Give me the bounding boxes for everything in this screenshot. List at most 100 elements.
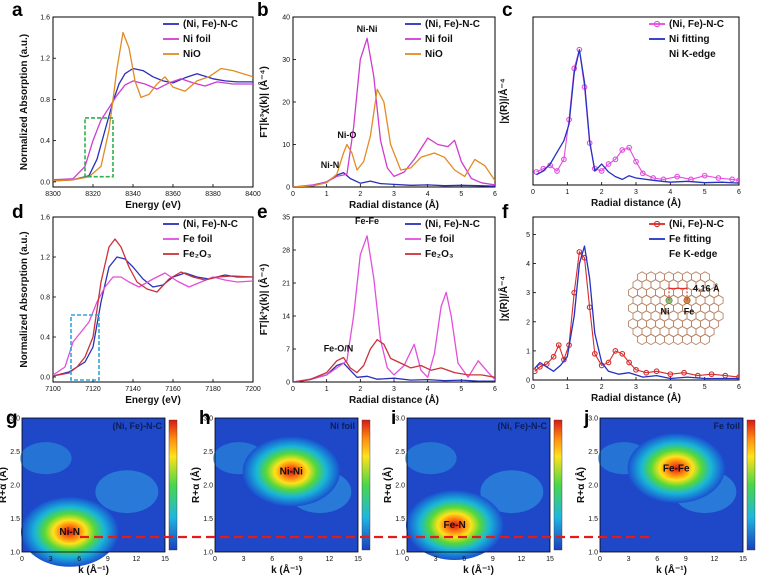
- colorbar: [553, 419, 563, 551]
- panel-letter-b: b: [257, 0, 269, 21]
- legend-label: (Ni, Fe)-N-C: [183, 219, 238, 230]
- colorbar: [361, 419, 371, 551]
- panel-d: d 7100 7120 7140 7160 7180 7200 0.0 0.4 0.8 1.2 1.6…: [12, 202, 261, 406]
- y-tick-label: 30: [282, 57, 290, 64]
- y-tick-label: 3.0: [10, 416, 20, 423]
- x-tick-label: 12: [711, 556, 719, 563]
- y-tick-label: 1.0: [203, 550, 213, 557]
- data-point: [640, 170, 646, 177]
- y-tick-label: 2.0: [395, 483, 405, 490]
- plot-frame: [599, 417, 744, 553]
- y-tick-label: 1.0: [588, 550, 598, 557]
- y-tick-label: 1.5: [10, 516, 20, 523]
- legend-label: Ni foil: [183, 34, 211, 45]
- graphene-ring: [655, 333, 665, 346]
- data-point: [701, 172, 708, 179]
- colorbar: [168, 419, 178, 551]
- panel-h: h Ni-Ni Ni foil 0 3 6 9 12 15 1.0 1.5 2.0 2.5 3.0 k (Å…: [189, 408, 371, 576]
- panel-letter-c: c: [502, 0, 513, 21]
- series-line-2: [293, 338, 495, 382]
- x-tick-label: 5: [703, 189, 707, 196]
- x-tick-label: 1: [565, 384, 569, 391]
- x-tick-label: 3: [392, 386, 396, 393]
- y-axis-label: Normalized Absorption (a.u.): [19, 34, 30, 170]
- x-tick-label: 15: [354, 556, 362, 563]
- data-point: [626, 144, 632, 151]
- y-tick-label: 10: [282, 142, 290, 149]
- x-tick-label: 7100: [45, 386, 61, 393]
- x-tick-label: 7160: [165, 386, 181, 393]
- heat-peak: [21, 497, 119, 567]
- heat-peak: [406, 490, 504, 561]
- peak-label: Fe-N: [444, 520, 466, 531]
- x-tick-label: 8300: [45, 191, 61, 198]
- y-tick-label: 2.0: [588, 483, 598, 490]
- data-point: [674, 173, 681, 180]
- graphene-ring: [637, 333, 647, 346]
- graphene-ring: [691, 333, 701, 346]
- data-point: [554, 168, 560, 174]
- y-tick-label: 0.4: [40, 138, 50, 145]
- y-tick-label: 28: [282, 248, 290, 255]
- legend-label: Fe foil: [425, 234, 455, 245]
- plot-frame: [406, 417, 551, 553]
- y-tick-label: 1.5: [395, 516, 405, 523]
- y-tick-label: 0: [286, 380, 290, 387]
- legend-label: Fe₂O₃: [425, 249, 454, 260]
- series-line-2: [293, 88, 495, 187]
- x-tick-label: 15: [161, 556, 169, 563]
- x-tick-label: 8380: [205, 191, 221, 198]
- y-axis-label: Normalized Absorption (a.u.): [19, 231, 30, 367]
- legend-label: NiO: [425, 49, 443, 60]
- x-tick-label: 3: [392, 191, 396, 198]
- y-tick-label: 2.5: [203, 449, 213, 456]
- plot-frame: [21, 417, 166, 553]
- series-group: [533, 46, 739, 184]
- series-line-2: [53, 238, 253, 377]
- y-tick-label: 2.0: [203, 483, 213, 490]
- x-tick-label: 8400: [245, 191, 261, 198]
- x-tick-label: 5: [703, 384, 707, 391]
- panel-g: g Ni-N (Ni, Fe)-N-C 0 3 6 9 12 15 1.0 1.5 2.0 2.5 3.0…: [0, 408, 178, 576]
- data-point: [561, 156, 567, 163]
- y-tick-label: 3.0: [395, 416, 405, 423]
- data-point: [633, 158, 639, 165]
- x-tick-label: 6: [737, 384, 741, 391]
- series-line-2: [53, 31, 253, 182]
- panel-letter-j: j: [583, 408, 589, 429]
- x-tick-label: 9: [106, 556, 110, 563]
- data-point: [715, 175, 722, 181]
- series-line-1: [536, 49, 739, 184]
- y-tick-label: 2.0: [10, 483, 20, 490]
- y-tick-label: 0.8: [40, 97, 50, 104]
- y-tick-label: 1.2: [40, 56, 50, 63]
- series-line-1: [293, 235, 495, 382]
- legend-label: Ni K-edge: [669, 49, 716, 60]
- panel-a: a 8300 8320 8340 8360 8380 8400 0.0 0.4 0.8 1.2 1.6…: [12, 0, 261, 211]
- peak-annotation: Ni-N: [321, 160, 340, 170]
- x-tick-label: 12: [518, 556, 526, 563]
- data-point: [605, 161, 612, 167]
- highlight-box: [70, 314, 100, 381]
- peak-annotation: Ni-O: [337, 130, 356, 140]
- x-tick-label: 9: [491, 556, 495, 563]
- y-tick-label: 14: [282, 314, 290, 321]
- panel-letter-f: f: [502, 202, 509, 223]
- y-tick-label: 2: [526, 319, 530, 326]
- x-tick-label: 7120: [85, 386, 101, 393]
- series-line-0: [53, 67, 253, 182]
- heat-peak: [627, 433, 725, 504]
- panel-i: i Fe-N (Ni, Fe)-N-C 0 3 6 9 12 15 1.0 1.5 2.0 2.5 3.0…: [381, 408, 563, 576]
- legend-marker: [653, 20, 661, 28]
- y-tick-label: 1.0: [10, 550, 20, 557]
- x-tick-label: 7140: [125, 386, 141, 393]
- panel-c: c 0 1 2 3 4 5 6 Radial distance (Å) |χ(R)|/Å⁻⁴ (Ni…: [497, 0, 741, 209]
- x-tick-label: 2: [600, 189, 604, 196]
- x-tick-label: 2: [358, 191, 362, 198]
- y-tick-label: 20: [282, 100, 290, 107]
- legend-label: (Ni, Fe)-N-C: [669, 219, 724, 230]
- data-point: [612, 156, 619, 163]
- atom-label-ni: Ni: [661, 306, 670, 316]
- panel-e: e 0 1 2 3 4 5 6 0 7 14 21 28 35 Radial distance (Å) FT|…: [257, 202, 497, 406]
